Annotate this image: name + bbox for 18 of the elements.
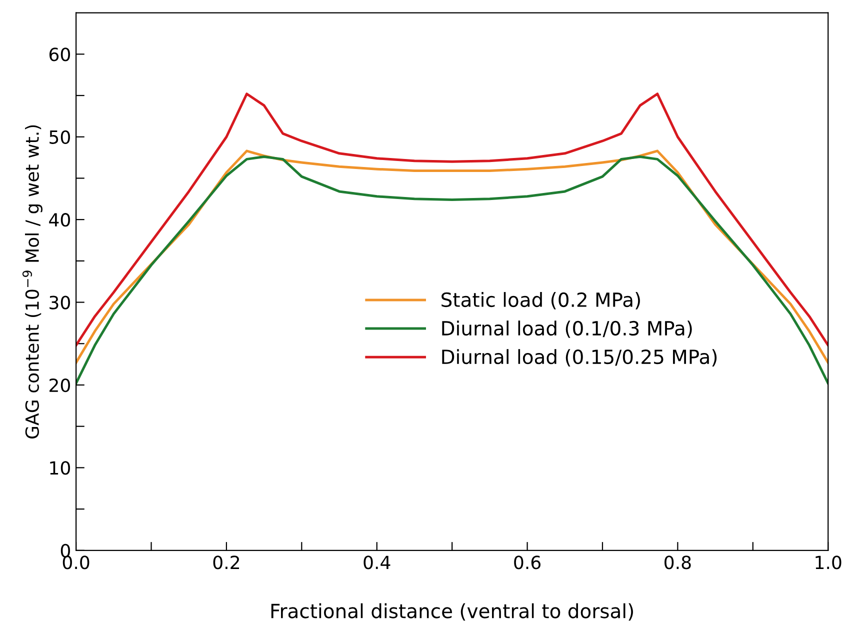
y-axis-title: GAG content (10$^{−9}$ Mol / g wet wt.): [22, 125, 42, 438]
line-series: [76, 92, 828, 347]
x-tick-label: 0.2: [213, 556, 240, 570]
y-tick-label: 40: [49, 213, 70, 227]
x-tick-label: 0.6: [514, 556, 540, 570]
x-tick-label: 0.8: [664, 556, 691, 570]
y-tick-label: 50: [50, 130, 70, 144]
y-tick-label: 20: [50, 378, 70, 392]
x-tick-label: 1.0: [816, 556, 842, 570]
x-tick-label: 0.4: [364, 556, 390, 570]
y-tick-label: 10: [50, 461, 70, 475]
y-tick-label: 60: [49, 48, 70, 62]
y-tick-label: 30: [50, 296, 70, 310]
legend-label: Diurnal load (0.1/0.3 MPa): [442, 320, 692, 338]
x-tick-label: 0.0: [62, 556, 90, 570]
legend-label: Static load (0.2 MPa): [442, 292, 640, 310]
legend-label: Diurnal load (0.15/0.25 MPa): [442, 349, 717, 366]
x-axis-title: Fractional distance (ventral to dorsal): [271, 603, 633, 621]
